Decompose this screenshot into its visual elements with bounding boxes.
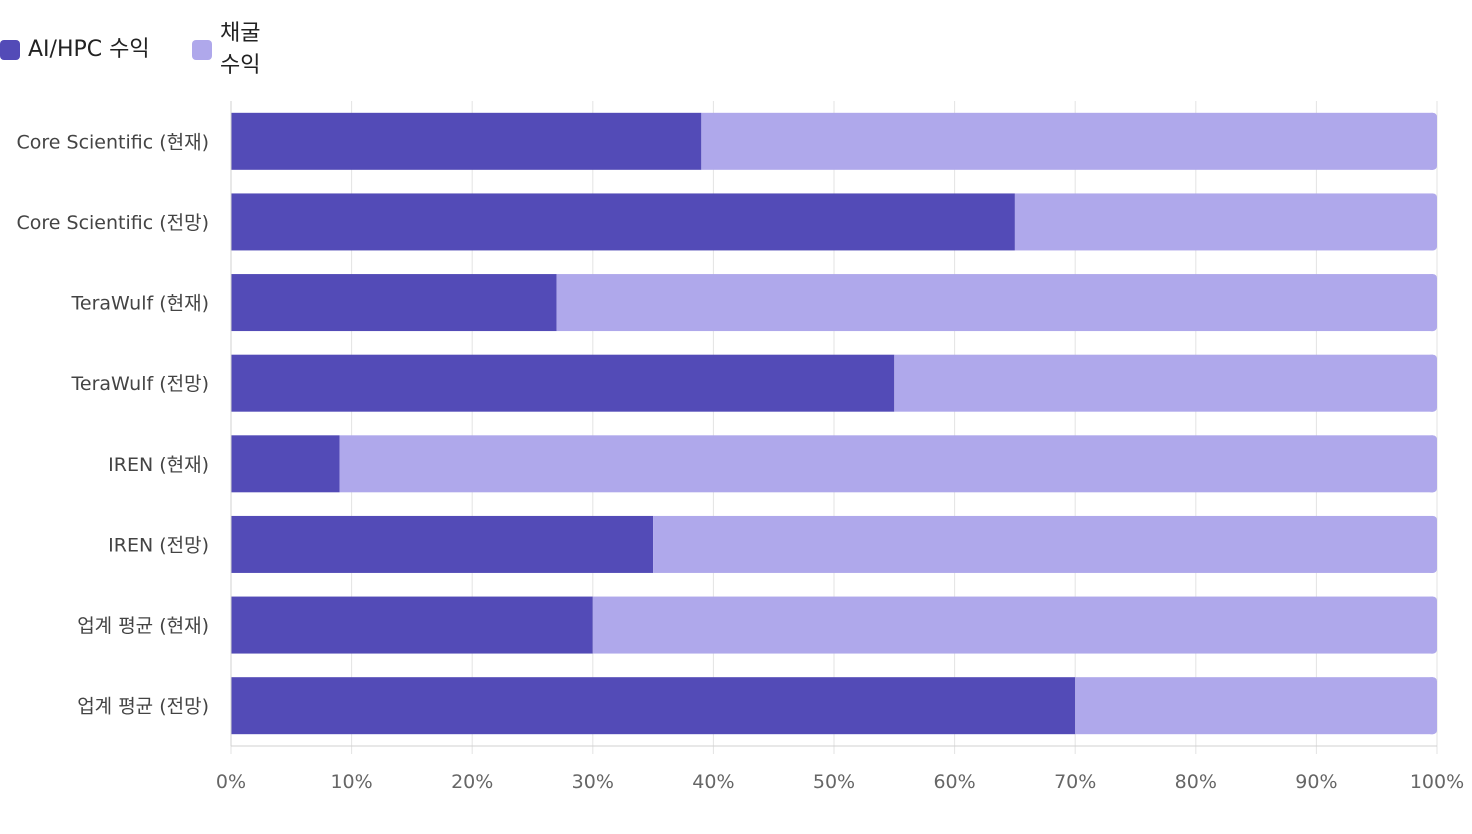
- bar-mining[interactable]: [653, 515, 1433, 573]
- x-tick-label: 90%: [1295, 771, 1337, 793]
- x-tick-label: 100%: [1410, 771, 1464, 793]
- bar-mining[interactable]: [1075, 677, 1433, 735]
- y-category-label: IREN (전망): [108, 534, 209, 556]
- legend-swatch-mining: [192, 40, 212, 60]
- x-tick-label: 20%: [451, 771, 493, 793]
- x-tick-label: 60%: [933, 771, 975, 793]
- x-tick-label: 30%: [572, 771, 614, 793]
- x-tick-label: 80%: [1175, 771, 1217, 793]
- bar-mining[interactable]: [339, 435, 1433, 493]
- bar-mining[interactable]: [592, 596, 1433, 654]
- y-category-label: 업계 평균 (전망): [77, 696, 209, 718]
- x-tick-label: 40%: [692, 771, 734, 793]
- x-tick-label: 0%: [216, 771, 246, 793]
- bar-ai-hpc[interactable]: [231, 112, 702, 170]
- y-category-label: Core Scientific (현재): [17, 131, 210, 153]
- legend-swatch-ai-hpc: [0, 40, 20, 60]
- bar-mining-end: [1427, 677, 1437, 735]
- bar-ai-hpc[interactable]: [231, 677, 1076, 735]
- bar-ai-hpc[interactable]: [231, 435, 340, 493]
- x-tick-label: 70%: [1054, 771, 1096, 793]
- bar-mining[interactable]: [556, 274, 1433, 332]
- legend-label-mining: 채굴 수익: [220, 21, 261, 78]
- y-category-label: IREN (현재): [108, 454, 209, 476]
- bar-mining-end: [1427, 354, 1437, 412]
- bar-mining[interactable]: [701, 112, 1433, 170]
- bar-ai-hpc[interactable]: [231, 515, 654, 573]
- bar-ai-hpc[interactable]: [231, 274, 557, 332]
- bar-mining[interactable]: [1014, 193, 1433, 251]
- legend-label-ai-hpc: AI/HPC 수익: [28, 37, 150, 62]
- y-category-label: Core Scientific (전망): [17, 212, 210, 234]
- bar-ai-hpc[interactable]: [231, 354, 895, 412]
- bar-mining-end: [1427, 193, 1437, 251]
- bar-mining-end: [1427, 435, 1437, 493]
- y-category-label: TeraWulf (현재): [71, 293, 209, 315]
- y-axis-labels: Core Scientific (현재) Core Scientific (전망)…: [17, 131, 210, 717]
- bar-mining-end: [1427, 596, 1437, 654]
- x-tick-label: 50%: [813, 771, 855, 793]
- bar-mining[interactable]: [894, 354, 1433, 412]
- y-category-label: TeraWulf (전망): [71, 373, 209, 395]
- bar-mining-end: [1427, 274, 1437, 332]
- x-tick-label: 10%: [330, 771, 372, 793]
- bar-ai-hpc[interactable]: [231, 596, 593, 654]
- bars: [231, 112, 1437, 735]
- bar-mining-end: [1427, 515, 1437, 573]
- bar-mining-end: [1427, 112, 1437, 170]
- x-axis: 0% 10% 20% 30% 40% 50% 60% 70% 80% 90% 100%: [216, 101, 1464, 793]
- y-category-label: 업계 평균 (현재): [77, 615, 209, 637]
- bar-ai-hpc[interactable]: [231, 193, 1015, 251]
